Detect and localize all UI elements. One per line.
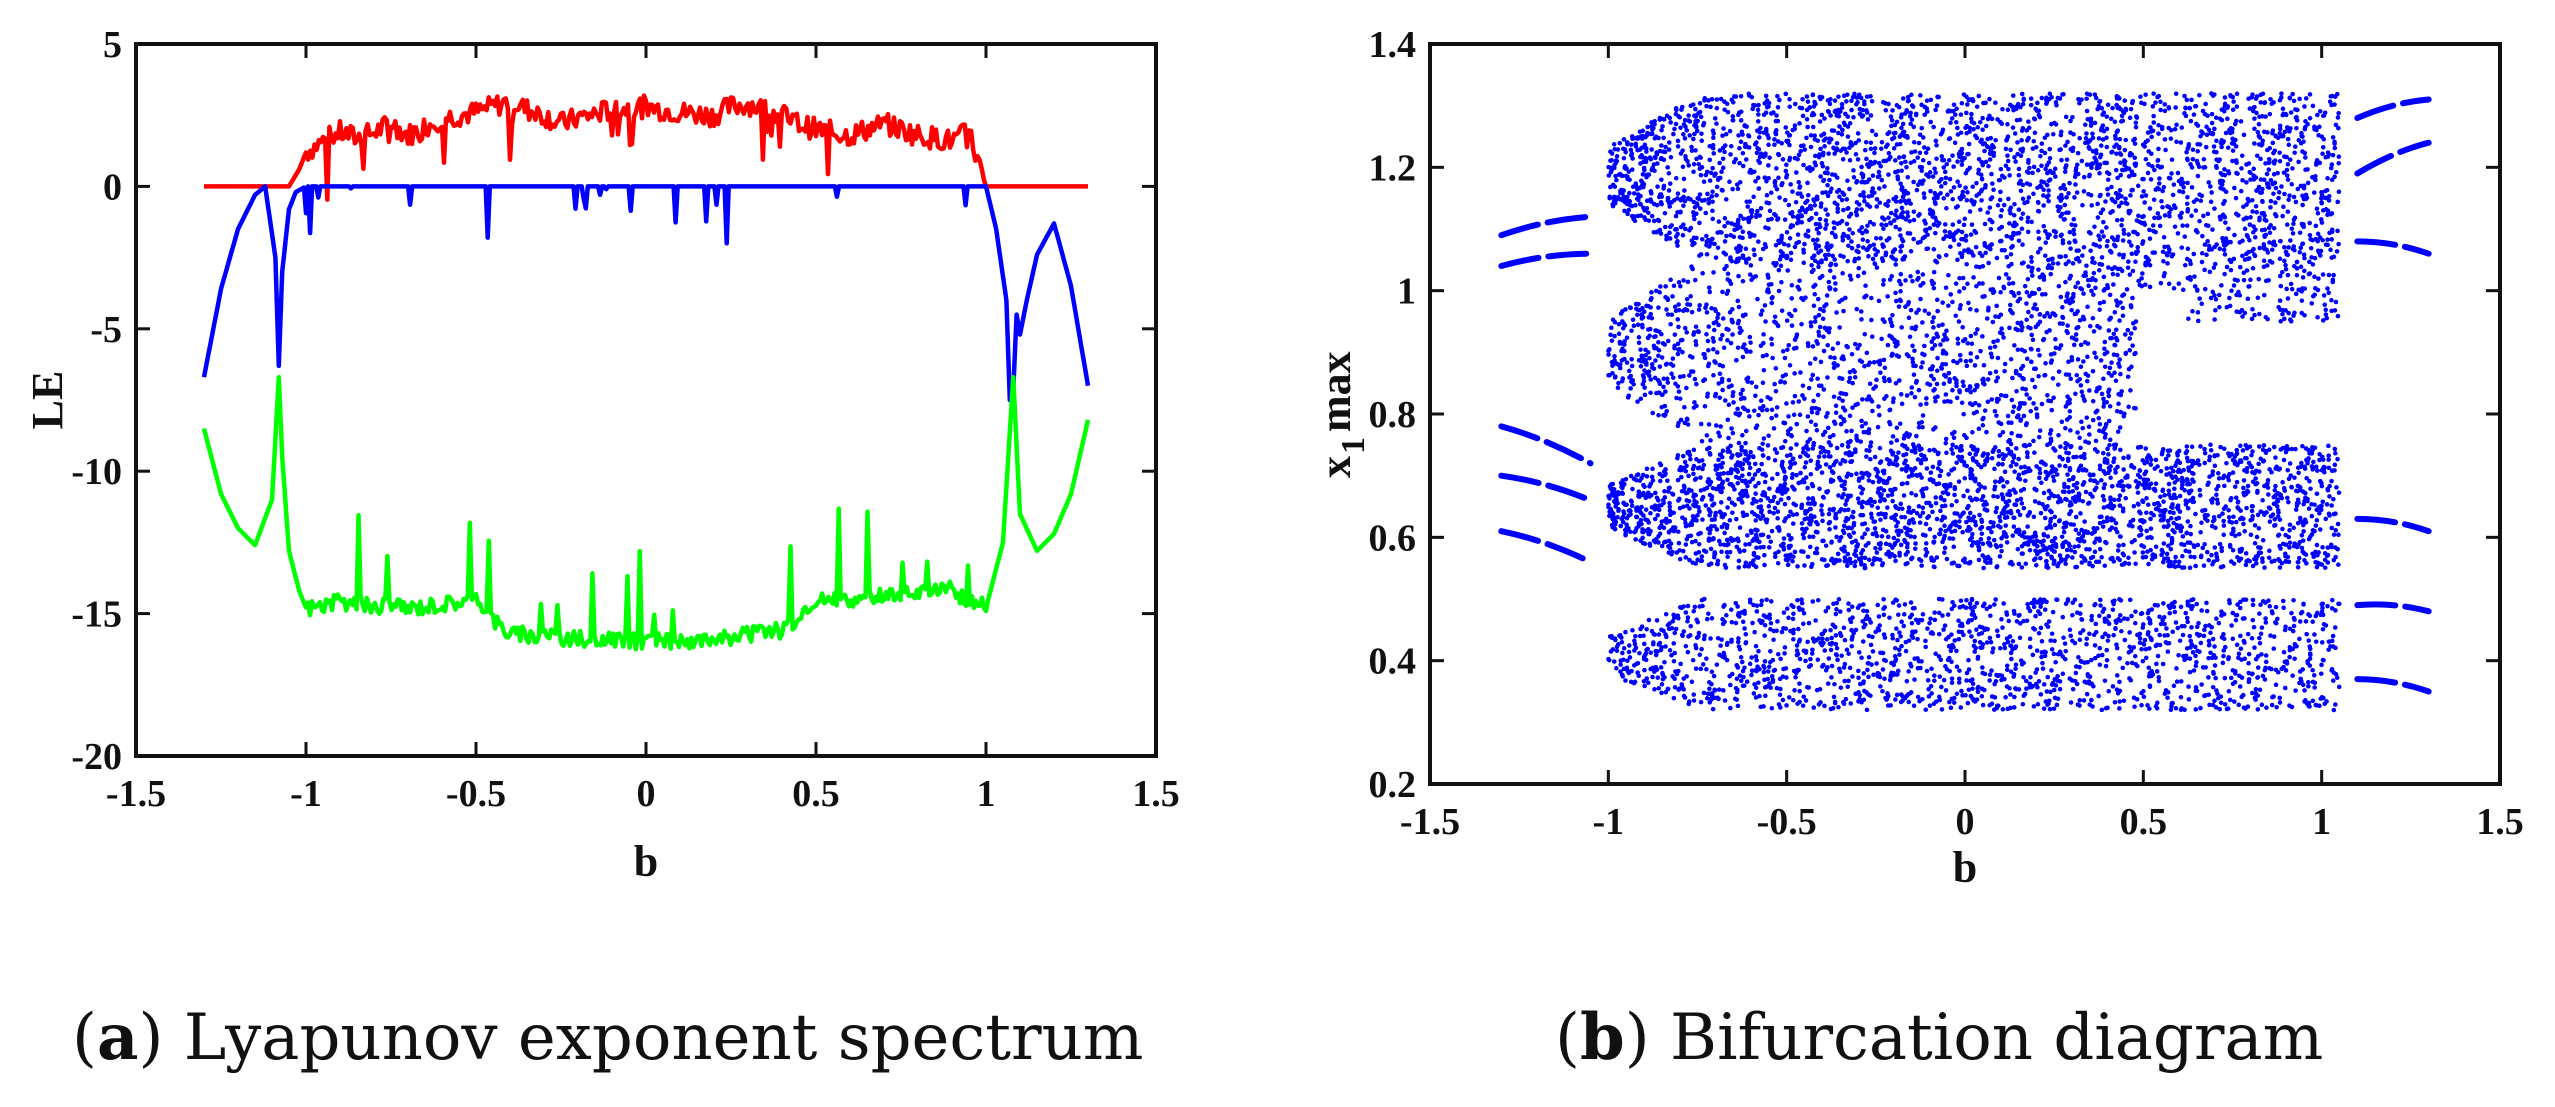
bifurcation-ytick-label: 0.4 <box>1369 641 1417 683</box>
caption-a-text: Lyapunov exponent spectrum <box>183 1001 1144 1075</box>
bifurcation-branch <box>1498 528 1594 565</box>
lyapunov-xtick-label: 0.5 <box>792 773 840 815</box>
bifurcation-xtick-label: 0 <box>1956 801 1975 843</box>
bifurcation-xlabel: b <box>1953 843 1977 892</box>
lyapunov-ytick-label: -15 <box>71 594 122 636</box>
bifurcation-ylabel-main: x <box>1311 456 1360 478</box>
bifurcation-branch <box>2354 515 2432 535</box>
bifurcation-ytick-label: 1 <box>1397 271 1416 313</box>
lyapunov-xtick-label: 1.5 <box>1132 773 1180 815</box>
bifurcation-xtick-label: 0.5 <box>2120 801 2168 843</box>
lyapunov-series-LE2 <box>201 184 1091 403</box>
lyapunov-ylabel: LE <box>23 371 72 430</box>
bifurcation-branch <box>1498 250 1594 269</box>
lyapunov-series-LE1 <box>203 93 1089 202</box>
bifurcation-ticks: -1.5 -1 -0.5 0 0.5 1 1.5 1.4 1.2 1 0.8 0.6 0.4 0.2 <box>1369 24 2524 843</box>
bifurcation-ylabel-sub: 1 <box>1335 437 1372 454</box>
lyapunov-ytick-label: -20 <box>71 736 122 778</box>
caption-b-letter: b <box>1579 1000 1625 1075</box>
bifurcation-branch <box>2354 238 2432 257</box>
bifurcation-branch <box>2354 601 2432 615</box>
bifurcation-branch <box>2354 139 2432 177</box>
lyapunov-ytick-label: -5 <box>90 309 122 351</box>
lyapunov-ytick-label: 0 <box>103 166 122 208</box>
bifurcation-ytick-label: 1.4 <box>1369 24 1417 66</box>
bifurcation-ytick-label: 1.2 <box>1369 147 1417 189</box>
caption-b: (b) Bifurcation diagram <box>1555 1000 2324 1075</box>
lyapunov-series-layer <box>201 93 1091 652</box>
bifurcation-branch <box>1498 472 1594 504</box>
lyapunov-ytick-label: -10 <box>71 451 122 493</box>
bifurcation-xtick-label: -0.5 <box>1757 801 1817 843</box>
bifurcation-branch <box>1498 213 1594 239</box>
bifurcation-ytick-label: 0.8 <box>1369 394 1417 436</box>
bifurcation-branch <box>1498 423 1594 467</box>
lyapunov-chart: -1.5 -1 -0.5 0 0.5 1 1.5 5 0 -5 -10 -15 -20 b LE <box>23 24 1180 886</box>
bifurcation-ytick-label: 0.6 <box>1369 517 1417 559</box>
lyapunov-xtick-label: -0.5 <box>446 773 506 815</box>
lyapunov-ticks: -1.5 -1 -0.5 0 0.5 1 1.5 5 0 -5 -10 -15 -20 <box>71 24 1179 815</box>
lyapunov-ytick-label: 5 <box>103 24 122 66</box>
bifurcation-points <box>1606 91 2342 713</box>
lyapunov-series-LE3 <box>201 374 1091 652</box>
bifurcation-xtick-label: -1 <box>1593 801 1625 843</box>
bifurcation-series-layer <box>1498 91 2432 713</box>
lyapunov-xtick-label: -1 <box>290 773 322 815</box>
bifurcation-xtick-label: 1.5 <box>2476 801 2524 843</box>
lyapunov-xlabel: b <box>634 837 658 886</box>
bifurcation-branch <box>2354 96 2432 121</box>
bifurcation-xtick-label: -1.5 <box>1400 801 1460 843</box>
lyapunov-xtick-label: -1.5 <box>106 773 166 815</box>
lyapunov-plot-frame <box>134 42 1158 758</box>
bifurcation-chart: -1.5 -1 -0.5 0 0.5 1 1.51.41.210.80.60.40.2 b … <box>1311 24 2524 892</box>
caption-a-letter: a <box>96 1000 139 1075</box>
bifurcation-ylabel: x 1 max <box>1311 351 1372 478</box>
caption-b-text: Bifurcation diagram <box>1670 1001 2324 1075</box>
lyapunov-xtick-label: 1 <box>977 773 996 815</box>
lyapunov-xtick-label: 0 <box>637 773 656 815</box>
bifurcation-branch <box>2354 676 2432 695</box>
bifurcation-xtick-label: 1 <box>2312 801 2331 843</box>
bifurcation-ytick-label: 0.2 <box>1369 764 1417 806</box>
caption-a: (a) Lyapunov exponent spectrum <box>72 1000 1144 1075</box>
bifurcation-ylabel-suffix: max <box>1311 351 1360 432</box>
